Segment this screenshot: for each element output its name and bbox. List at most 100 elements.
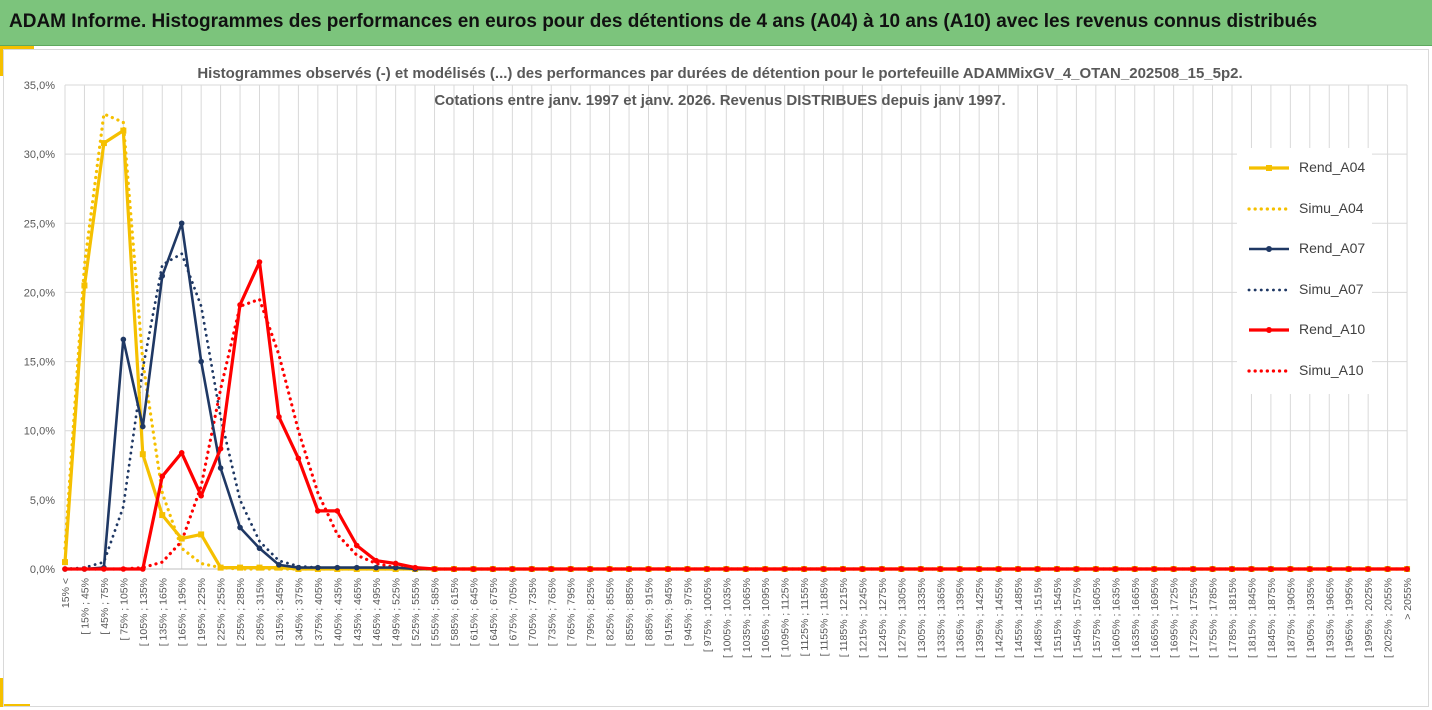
x-tick-label: [ 1005% ; 1035% (721, 578, 733, 658)
series-simu-a04 (63, 112, 1409, 571)
data-point (178, 450, 185, 456)
legend-label: Rend_A07 (1299, 240, 1366, 256)
y-tick-label: 25,0% (24, 218, 55, 230)
data-point (742, 566, 749, 572)
accent-bar-bottom (0, 678, 3, 706)
y-tick-label: 5,0% (30, 495, 55, 507)
data-point (256, 545, 263, 552)
y-tick-label: 15,0% (24, 357, 55, 369)
data-point (159, 473, 166, 480)
series-line (63, 252, 1409, 571)
report-title: ADAM Informe. Histogrammes des performan… (9, 11, 1318, 32)
series-line (63, 297, 1409, 571)
data-point (373, 557, 380, 564)
x-tick-label: [ 825% ; 855% (605, 578, 617, 646)
data-point (1093, 566, 1099, 572)
data-point (1131, 566, 1138, 572)
x-tick-label: [ 1095% ; 1125% (780, 578, 792, 657)
data-point (217, 465, 224, 471)
x-tick-label: [ 1755% ; 1785% (1208, 578, 1220, 658)
x-tick-label: [ 1815% ; 1845% (1246, 578, 1258, 658)
data-point (120, 566, 127, 572)
x-tick-label: [ 1545% ; 1575% (1071, 578, 1083, 658)
x-tick-label: [ 1185% ; 1215% (838, 578, 850, 657)
x-tick-label: [ 555% ; 585% (430, 578, 442, 646)
data-point (373, 564, 380, 571)
data-point (217, 564, 224, 571)
data-point (1365, 566, 1371, 572)
data-point (101, 566, 107, 572)
data-point (840, 566, 846, 572)
legend-swatch (1249, 327, 1289, 333)
data-point (645, 566, 652, 572)
data-point (820, 566, 827, 572)
y-tick-label: 10,0% (24, 426, 55, 438)
data-point (276, 562, 282, 568)
legend-swatch (1249, 246, 1289, 252)
data-point (723, 566, 730, 572)
data-point (490, 566, 496, 572)
x-tick-label: [ 1125% ; 1155% (799, 578, 811, 656)
data-point (237, 302, 243, 308)
legend-item-rend-a10: Rend_A10 (1247, 320, 1372, 340)
data-point (140, 423, 146, 430)
data-point (412, 564, 418, 571)
data-point (139, 451, 146, 458)
data-point (801, 566, 807, 572)
legend-swatch (1247, 288, 1291, 291)
x-tick-label: > 2055% (1402, 578, 1414, 620)
data-point (295, 564, 302, 571)
legend-label: Simu_A10 (1299, 361, 1364, 378)
x-tick-label: [ 1395% ; 1425% (974, 578, 986, 658)
x-tick-label: [ 1215% ; 1245% (857, 578, 869, 658)
data-point (100, 140, 107, 147)
series-line (65, 260, 1407, 571)
data-point (626, 566, 632, 572)
data-point (198, 492, 204, 499)
x-tick-label: [ 375% ; 405% (313, 578, 325, 646)
x-tick-label: [ 795% ; 825% (585, 578, 597, 646)
chart-legend: Rend_A04 Simu_A04 Rend_A07 Simu_A07 Rend_A10… (1237, 148, 1372, 394)
chart-series (62, 112, 1411, 572)
series-rend-a07 (62, 220, 1410, 572)
legend-item-simu-a07: Simu_A07 (1247, 280, 1372, 300)
data-point (859, 566, 866, 572)
x-tick-label: [ 705% ; 735% (527, 578, 539, 646)
data-point (1209, 566, 1216, 572)
x-tick-label: [ 885% ; 915% (644, 578, 656, 646)
x-axis-ticks: 15% < [ 15% ; 45% [ 45% ; 75% [ 75% ; 105% [… (60, 578, 1414, 658)
x-tick-label: [ 1455% ; 1485% (1013, 578, 1025, 658)
data-point (704, 566, 710, 572)
data-point (159, 512, 166, 519)
x-tick-label: [ 1245% ; 1275% (877, 578, 889, 658)
chart-area (3, 49, 1429, 707)
x-tick-label: [ 165% ; 195% (177, 578, 189, 646)
data-point (1073, 566, 1080, 572)
data-point (1190, 566, 1196, 572)
x-tick-label: [ 1695% ; 1725% (1169, 578, 1181, 658)
data-point (1287, 566, 1294, 572)
x-tick-label: [ 615% ; 645% (468, 578, 480, 646)
x-tick-label: [ 855% ; 885% (624, 578, 636, 646)
x-tick-label: [ 1425% ; 1455% (994, 578, 1006, 658)
data-point (392, 560, 399, 567)
data-point (256, 259, 263, 265)
legend-swatch (1247, 206, 1291, 211)
x-tick-label: [ 1905% ; 1935% (1305, 578, 1317, 658)
legend-item-simu-a04: Simu_A04 (1247, 199, 1372, 219)
chart-title-line-1: Histogrammes observés (-) et modélisés (… (197, 65, 1243, 82)
x-tick-label: [ 2025% ; 2055% (1383, 578, 1395, 658)
y-tick-label: 30,0% (24, 149, 55, 161)
x-tick-label: [ 105% ; 135% (138, 578, 150, 646)
data-point (81, 566, 88, 572)
x-tick-label: [ 1665% ; 1695% (1149, 578, 1161, 658)
y-tick-label: 20,0% (24, 287, 55, 299)
chart-grid (64, 84, 1408, 570)
data-point (451, 566, 457, 572)
data-point (1170, 566, 1177, 572)
series-line (65, 222, 1407, 571)
x-tick-label: [ 405% ; 435% (332, 578, 344, 646)
x-tick-label: [ 1935% ; 1965% (1324, 578, 1336, 658)
data-point (81, 282, 88, 289)
x-tick-label: [ 285% ; 315% (255, 578, 267, 646)
